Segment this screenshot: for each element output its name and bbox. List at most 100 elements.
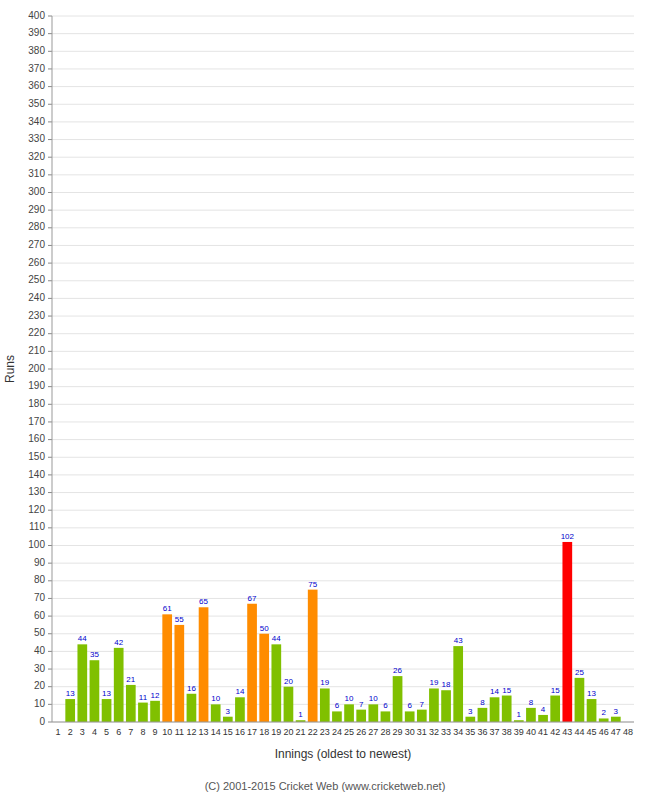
x-tick-label: 42 <box>550 727 560 737</box>
y-tick <box>48 369 52 370</box>
data-label: 11 <box>139 693 148 702</box>
x-tick-label: 2 <box>68 727 73 737</box>
y-axis-title: Runs <box>3 355 17 383</box>
x-tick-label: 14 <box>211 727 221 737</box>
bar <box>150 701 160 722</box>
y-tick-label: 130 <box>28 486 45 497</box>
x-tick-label: 33 <box>441 727 451 737</box>
data-label: 35 <box>90 650 99 659</box>
data-label: 7 <box>420 700 425 709</box>
grid-line <box>52 722 634 723</box>
y-tick-label: 40 <box>34 645 46 656</box>
grid-line <box>52 616 634 617</box>
y-tick <box>48 68 52 69</box>
x-tick-label: 31 <box>417 727 427 737</box>
bar <box>429 688 439 722</box>
bar <box>356 710 366 722</box>
y-tick-label: 100 <box>28 539 45 550</box>
data-label: 67 <box>248 594 257 603</box>
grid-line <box>52 598 634 599</box>
grid-line <box>52 210 634 211</box>
grid-line <box>52 421 634 422</box>
x-tick-label: 20 <box>283 727 293 737</box>
y-tick-label: 370 <box>28 63 45 74</box>
y-tick <box>48 245 52 246</box>
data-label: 3 <box>226 707 231 716</box>
bar <box>138 703 148 722</box>
bar <box>211 704 221 722</box>
y-tick-label: 340 <box>28 116 45 127</box>
x-tick-label: 24 <box>332 727 342 737</box>
y-tick <box>48 280 52 281</box>
y-tick-label: 360 <box>28 80 45 91</box>
x-tick-label: 41 <box>538 727 548 737</box>
y-tick <box>48 404 52 405</box>
data-label: 1 <box>298 710 303 719</box>
grid-line <box>52 192 634 193</box>
grid <box>52 16 634 722</box>
data-label: 2 <box>601 708 606 717</box>
y-tick-label: 270 <box>28 239 45 250</box>
y-tick <box>48 227 52 228</box>
data-label: 44 <box>272 634 281 643</box>
x-tick-label: 43 <box>562 727 572 737</box>
y-tick <box>48 651 52 652</box>
grid-line <box>52 68 634 69</box>
grid-line <box>52 351 634 352</box>
bar <box>599 718 609 722</box>
bar <box>235 697 245 722</box>
data-label: 16 <box>187 684 196 693</box>
data-label: 20 <box>284 677 293 686</box>
bar <box>247 604 257 722</box>
x-tick-label: 32 <box>429 727 439 737</box>
y-tick <box>48 439 52 440</box>
grid-line <box>52 545 634 546</box>
bar <box>441 690 451 722</box>
grid-line <box>52 104 634 105</box>
bars <box>65 542 620 722</box>
data-label: 50 <box>260 624 269 633</box>
data-label: 10 <box>369 694 378 703</box>
x-tick-label: 19 <box>271 727 281 737</box>
grid-line <box>52 492 634 493</box>
grid-line <box>52 333 634 334</box>
x-tick-label: 3 <box>80 727 85 737</box>
data-label: 42 <box>114 638 123 647</box>
bar <box>611 717 621 722</box>
grid-line <box>52 439 634 440</box>
x-tick-label: 10 <box>162 727 172 737</box>
y-tick <box>48 386 52 387</box>
y-tick <box>48 104 52 105</box>
y-tick <box>48 510 52 511</box>
bar <box>453 646 463 722</box>
grid-line <box>52 51 634 52</box>
data-label: 65 <box>199 597 208 606</box>
data-label: 14 <box>490 687 499 696</box>
y-tick <box>48 492 52 493</box>
data-label: 18 <box>442 680 451 689</box>
data-label: 19 <box>429 678 438 687</box>
y-tick <box>48 210 52 211</box>
x-tick-label: 9 <box>153 727 158 737</box>
grid-line <box>52 33 634 34</box>
y-tick <box>48 86 52 87</box>
grid-line <box>52 86 634 87</box>
data-label: 19 <box>320 678 329 687</box>
chart-container: 0102030405060708090100110120130140150160… <box>0 0 650 800</box>
y-tick-label: 280 <box>28 221 45 232</box>
y-tick <box>48 51 52 52</box>
bar <box>381 711 391 722</box>
y-tick <box>48 121 52 122</box>
y-tick-label: 170 <box>28 416 45 427</box>
bar <box>320 688 330 722</box>
bar <box>332 711 342 722</box>
bar <box>417 710 427 722</box>
bar <box>575 678 585 722</box>
grid-line <box>52 474 634 475</box>
y-tick-label: 250 <box>28 274 45 285</box>
data-label: 15 <box>502 686 511 695</box>
x-tick-label: 30 <box>405 727 415 737</box>
grid-line <box>52 121 634 122</box>
bar <box>271 644 281 722</box>
x-tick-label: 27 <box>368 727 378 737</box>
